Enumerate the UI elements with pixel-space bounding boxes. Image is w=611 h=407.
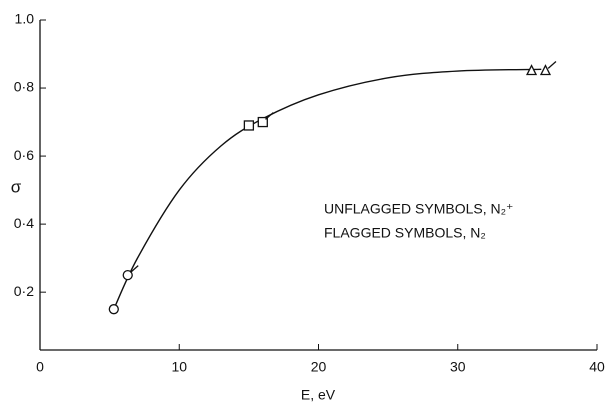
x-tick-label: 40 — [589, 359, 605, 375]
flag — [265, 112, 274, 120]
x-tick-label: 10 — [171, 359, 187, 375]
marker — [257, 116, 268, 128]
marker — [108, 304, 119, 315]
y-tick-label: 0·6 — [14, 147, 34, 163]
y-axis-label: σ — [11, 177, 22, 196]
x-axis-label: E, eV — [301, 387, 336, 403]
y-tick-label: 1.0 — [15, 11, 35, 27]
x-tick-label: 20 — [311, 359, 327, 375]
x-tick-label: 30 — [450, 359, 466, 375]
flag — [547, 61, 557, 69]
annotation: FLAGGED SYMBOLS, N₂ — [324, 225, 486, 241]
marker — [526, 64, 538, 76]
marker — [243, 120, 255, 131]
y-tick-label: 0·8 — [14, 79, 34, 95]
fit-curve — [113, 68, 542, 310]
y-tick-label: 0·2 — [14, 283, 34, 299]
y-tick-label: 0·4 — [14, 215, 34, 231]
flag — [130, 265, 139, 273]
marker — [539, 64, 552, 76]
annotation: UNFLAGGED SYMBOLS, N₂⁺ — [324, 201, 513, 217]
marker — [122, 270, 133, 281]
x-tick-label: 0 — [36, 359, 44, 375]
